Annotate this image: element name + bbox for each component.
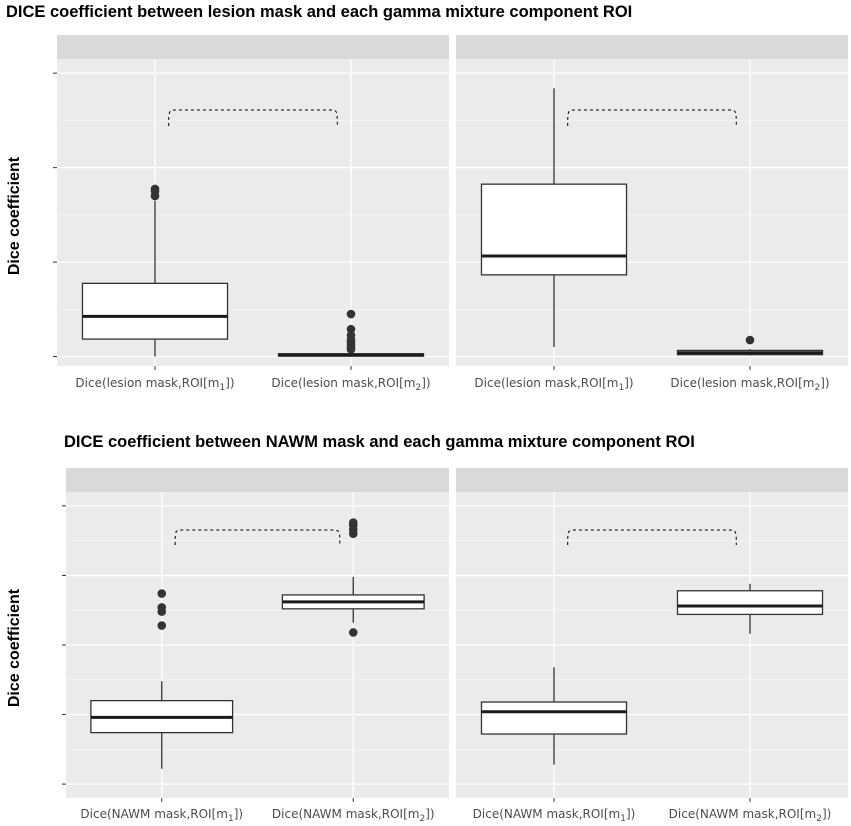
x-tick-label-main: Dice(lesion mask,ROI[m bbox=[75, 376, 219, 390]
x-tick-label-main: Dice(lesion mask,ROI[m bbox=[474, 376, 618, 390]
plot-layer: Dice(lesion mask,ROI[m1]) Dice(lesion mas… bbox=[53, 35, 848, 824]
x-tick-label-suffix: ]) bbox=[225, 376, 234, 390]
outlier-point bbox=[157, 603, 167, 612]
facet-strip bbox=[57, 35, 449, 59]
box-iqr bbox=[676, 590, 824, 616]
x-tick-label-subscript: 2 bbox=[816, 814, 822, 824]
significance-bracket bbox=[567, 109, 737, 127]
x-tick-label-subscript: 2 bbox=[814, 383, 820, 393]
significance-bracket bbox=[567, 529, 737, 546]
box-iqr bbox=[81, 282, 229, 340]
x-tick-label-subscript: 1 bbox=[618, 383, 624, 393]
x-tick-label: Dice(NAWM mask,ROI[m1]) bbox=[473, 807, 636, 824]
x-tick-label-main: Dice(lesion mask,ROI[m bbox=[271, 376, 415, 390]
facet-strip bbox=[456, 468, 848, 492]
x-tick-label: Dice(lesion mask,ROI[m1]) bbox=[474, 376, 633, 393]
x-tick-label-subscript: 1 bbox=[620, 814, 626, 824]
top-chart-title: DICE coefficient between lesion mask and… bbox=[6, 3, 632, 21]
significance-bracket bbox=[168, 109, 338, 127]
x-tick-label: Dice(NAWM mask,ROI[m2]) bbox=[669, 807, 832, 824]
bottom-chart-title: DICE coefficient between NAWM mask and e… bbox=[64, 433, 695, 451]
x-tick-label-subscript: 2 bbox=[419, 814, 425, 824]
outlier-point bbox=[346, 309, 356, 319]
x-tick-label-suffix: ]) bbox=[421, 376, 430, 390]
x-tick-label: Dice(lesion mask,ROI[m2]) bbox=[670, 376, 829, 393]
box-iqr bbox=[480, 183, 628, 276]
x-tick-label: Dice(NAWM mask,ROI[m1]) bbox=[80, 807, 243, 824]
facet-strip bbox=[456, 35, 848, 59]
x-tick-label-subscript: 1 bbox=[219, 383, 225, 393]
x-tick-label-main: Dice(NAWM mask,ROI[m bbox=[473, 807, 621, 821]
x-tick-label-suffix: ]) bbox=[822, 807, 831, 821]
x-tick-label-suffix: ]) bbox=[425, 807, 434, 821]
box-iqr bbox=[480, 701, 628, 735]
x-tick-label-main: Dice(NAWM mask,ROI[m bbox=[272, 807, 420, 821]
x-tick-label-suffix: ]) bbox=[624, 376, 633, 390]
x-tick-label-suffix: ]) bbox=[234, 807, 243, 821]
outlier-point bbox=[348, 518, 358, 527]
x-tick-label-suffix: ]) bbox=[820, 376, 829, 390]
facet-strip bbox=[66, 468, 449, 492]
x-tick-label-suffix: ]) bbox=[626, 807, 635, 821]
outlier-point bbox=[745, 335, 755, 345]
x-tick-label: Dice(lesion mask,ROI[m1]) bbox=[75, 376, 234, 393]
top-y-axis-label: Dice coefficient bbox=[6, 156, 23, 275]
x-tick-label-main: Dice(NAWM mask,ROI[m bbox=[669, 807, 817, 821]
outlier-point bbox=[157, 589, 167, 598]
x-tick-label-main: Dice(lesion mask,ROI[m bbox=[670, 376, 814, 390]
outlier-point bbox=[157, 621, 167, 630]
x-tick-label-main: Dice(NAWM mask,ROI[m bbox=[80, 807, 228, 821]
x-tick-label: Dice(NAWM mask,ROI[m2]) bbox=[272, 807, 435, 824]
outlier-point bbox=[348, 628, 358, 637]
bottom-y-axis-label: Dice coefficient bbox=[6, 588, 23, 707]
x-tick-label-subscript: 1 bbox=[228, 814, 234, 824]
outlier-point bbox=[346, 324, 356, 334]
outlier-point bbox=[346, 331, 356, 340]
x-tick-label: Dice(lesion mask,ROI[m2]) bbox=[271, 376, 430, 393]
outlier-point bbox=[150, 184, 160, 194]
x-tick-label-subscript: 2 bbox=[415, 383, 421, 393]
significance-bracket bbox=[174, 529, 341, 546]
